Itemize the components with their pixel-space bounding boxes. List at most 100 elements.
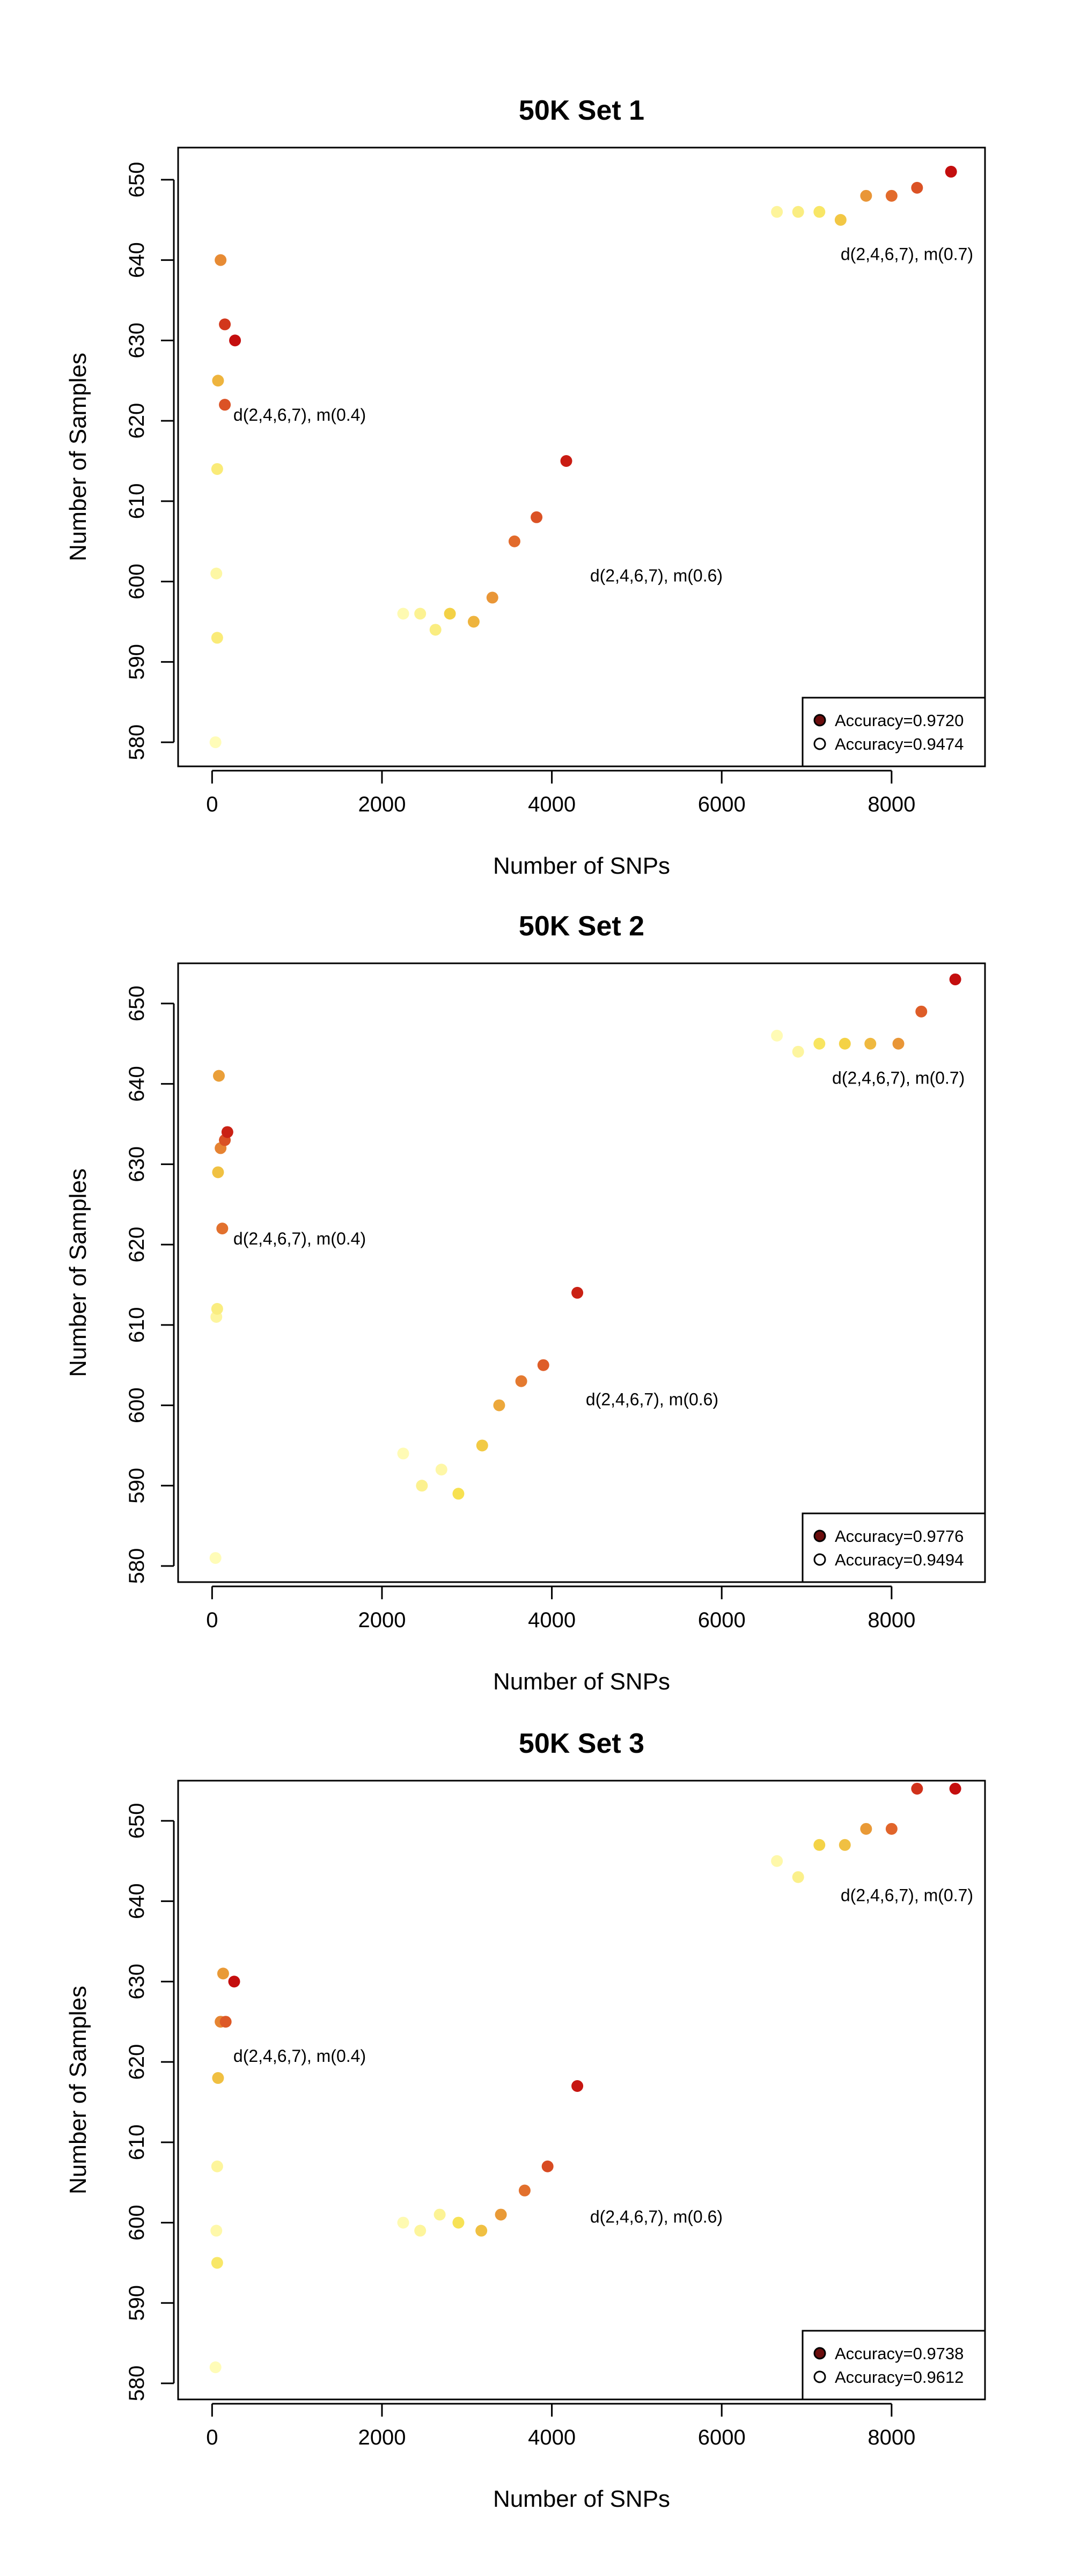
x-tick-label: 6000 — [698, 1608, 746, 1632]
legend-label: Accuracy=0.9738 — [835, 2344, 964, 2363]
data-point — [467, 616, 480, 628]
chart-title: 50K Set 1 — [519, 95, 644, 126]
y-tick-label: 620 — [125, 1227, 149, 1263]
data-point — [571, 2080, 584, 2092]
data-point — [216, 1223, 229, 1235]
y-tick-label: 590 — [125, 1468, 149, 1504]
x-tick-label: 4000 — [528, 793, 576, 816]
y-tick-label: 640 — [125, 242, 149, 278]
x-tick-label: 2000 — [358, 1608, 406, 1632]
data-point — [518, 2184, 531, 2197]
y-tick-label: 580 — [125, 724, 149, 760]
data-point — [452, 2216, 465, 2229]
data-point — [860, 1823, 872, 1835]
data-point — [813, 1839, 826, 1851]
data-point — [945, 165, 957, 178]
data-point — [210, 567, 223, 580]
y-tick-label: 640 — [125, 1883, 149, 1919]
data-point — [475, 2224, 488, 2237]
x-tick-label: 6000 — [698, 2426, 746, 2449]
data-point — [211, 463, 223, 475]
y-tick-label: 640 — [125, 1066, 149, 1102]
plot-frame — [177, 962, 986, 1583]
data-point — [452, 1488, 465, 1500]
data-point — [212, 1166, 224, 1179]
data-point — [537, 1359, 549, 1371]
legend-marker — [813, 714, 826, 727]
x-tick-label: 0 — [206, 793, 218, 816]
data-point — [792, 206, 804, 218]
data-point — [416, 1480, 428, 1492]
y-tick-label: 610 — [125, 483, 149, 519]
data-point — [911, 181, 923, 194]
x-tick-label: 6000 — [698, 793, 746, 816]
data-point — [209, 1552, 222, 1564]
y-tick-label: 600 — [125, 1387, 149, 1423]
data-point — [219, 399, 231, 411]
legend-box — [802, 697, 986, 767]
y-tick-label: 590 — [125, 2285, 149, 2321]
data-point — [397, 1447, 409, 1460]
series-annotation: d(2,4,6,7), m(0.6) — [590, 2207, 723, 2227]
data-point — [911, 1782, 923, 1795]
legend-label: Accuracy=0.9776 — [835, 1527, 964, 1546]
y-tick-label: 600 — [125, 2205, 149, 2241]
y-tick-label: 650 — [125, 985, 149, 1021]
data-point — [414, 2224, 427, 2237]
y-tick-label: 650 — [125, 1803, 149, 1839]
data-point — [217, 1967, 229, 1980]
x-axis-label: Number of SNPs — [493, 1668, 670, 1695]
data-point — [210, 2224, 223, 2237]
panel-50k-set-1: 50K Set 1 0 2000 4000 6000 8000 Number of SNPs… — [65, 95, 986, 879]
legend: Accuracy=0.9738 Accuracy=0.9612 — [802, 2330, 986, 2401]
legend-marker — [813, 2370, 826, 2383]
data-point — [229, 334, 241, 347]
x-tick-label: 2000 — [358, 793, 406, 816]
legend-marker — [813, 2347, 826, 2360]
legend-label: Accuracy=0.9612 — [835, 2368, 964, 2387]
data-point — [476, 1439, 488, 1452]
data-point — [813, 206, 826, 218]
data-point — [813, 1037, 826, 1050]
y-tick-label: 590 — [125, 644, 149, 680]
data-point — [211, 2160, 223, 2172]
x-tick-label: 8000 — [868, 2426, 915, 2449]
y-tick-label: 630 — [125, 1146, 149, 1182]
series-annotation: d(2,4,6,7), m(0.4) — [233, 2046, 366, 2066]
data-point — [864, 1037, 877, 1050]
panel-50k-set-3: 50K Set 3 0 2000 4000 6000 8000 Number of SNPs… — [65, 1728, 986, 2512]
data-point — [493, 1399, 505, 1411]
legend-box — [802, 1512, 986, 1583]
series-annotation: d(2,4,6,7), m(0.7) — [841, 1886, 973, 1905]
data-point — [212, 375, 224, 387]
data-point — [885, 189, 898, 202]
data-point — [219, 318, 231, 331]
y-axis-label: Number of Samples — [65, 1986, 91, 2194]
legend-marker — [813, 1553, 826, 1566]
data-point — [212, 2072, 224, 2084]
plot-frame — [177, 1780, 986, 2401]
y-tick-label: 620 — [125, 2044, 149, 2080]
data-point — [221, 1126, 233, 1138]
series-annotation: d(2,4,6,7), m(0.6) — [590, 566, 723, 586]
legend-label: Accuracy=0.9474 — [835, 735, 964, 753]
series-annotation: d(2,4,6,7), m(0.4) — [233, 405, 366, 425]
data-point — [885, 1823, 898, 1835]
series-annotation: d(2,4,6,7), m(0.7) — [841, 245, 973, 264]
y-tick-label: 620 — [125, 403, 149, 439]
data-point — [771, 1855, 783, 1867]
series-annotation: d(2,4,6,7), m(0.4) — [233, 1229, 366, 1248]
data-point — [433, 2208, 446, 2221]
data-point — [219, 2016, 232, 2028]
data-point — [435, 1463, 447, 1476]
y-tick-label: 610 — [125, 1307, 149, 1343]
y-tick-label: 630 — [125, 1964, 149, 2000]
data-point — [444, 608, 456, 620]
legend-marker — [813, 737, 826, 750]
x-tick-label: 0 — [206, 1608, 218, 1632]
legend-marker — [813, 1529, 826, 1542]
legend: Accuracy=0.9720 Accuracy=0.9474 — [802, 697, 986, 767]
data-point — [209, 736, 222, 749]
data-point — [915, 1005, 928, 1018]
series-annotation: d(2,4,6,7), m(0.6) — [586, 1390, 718, 1409]
